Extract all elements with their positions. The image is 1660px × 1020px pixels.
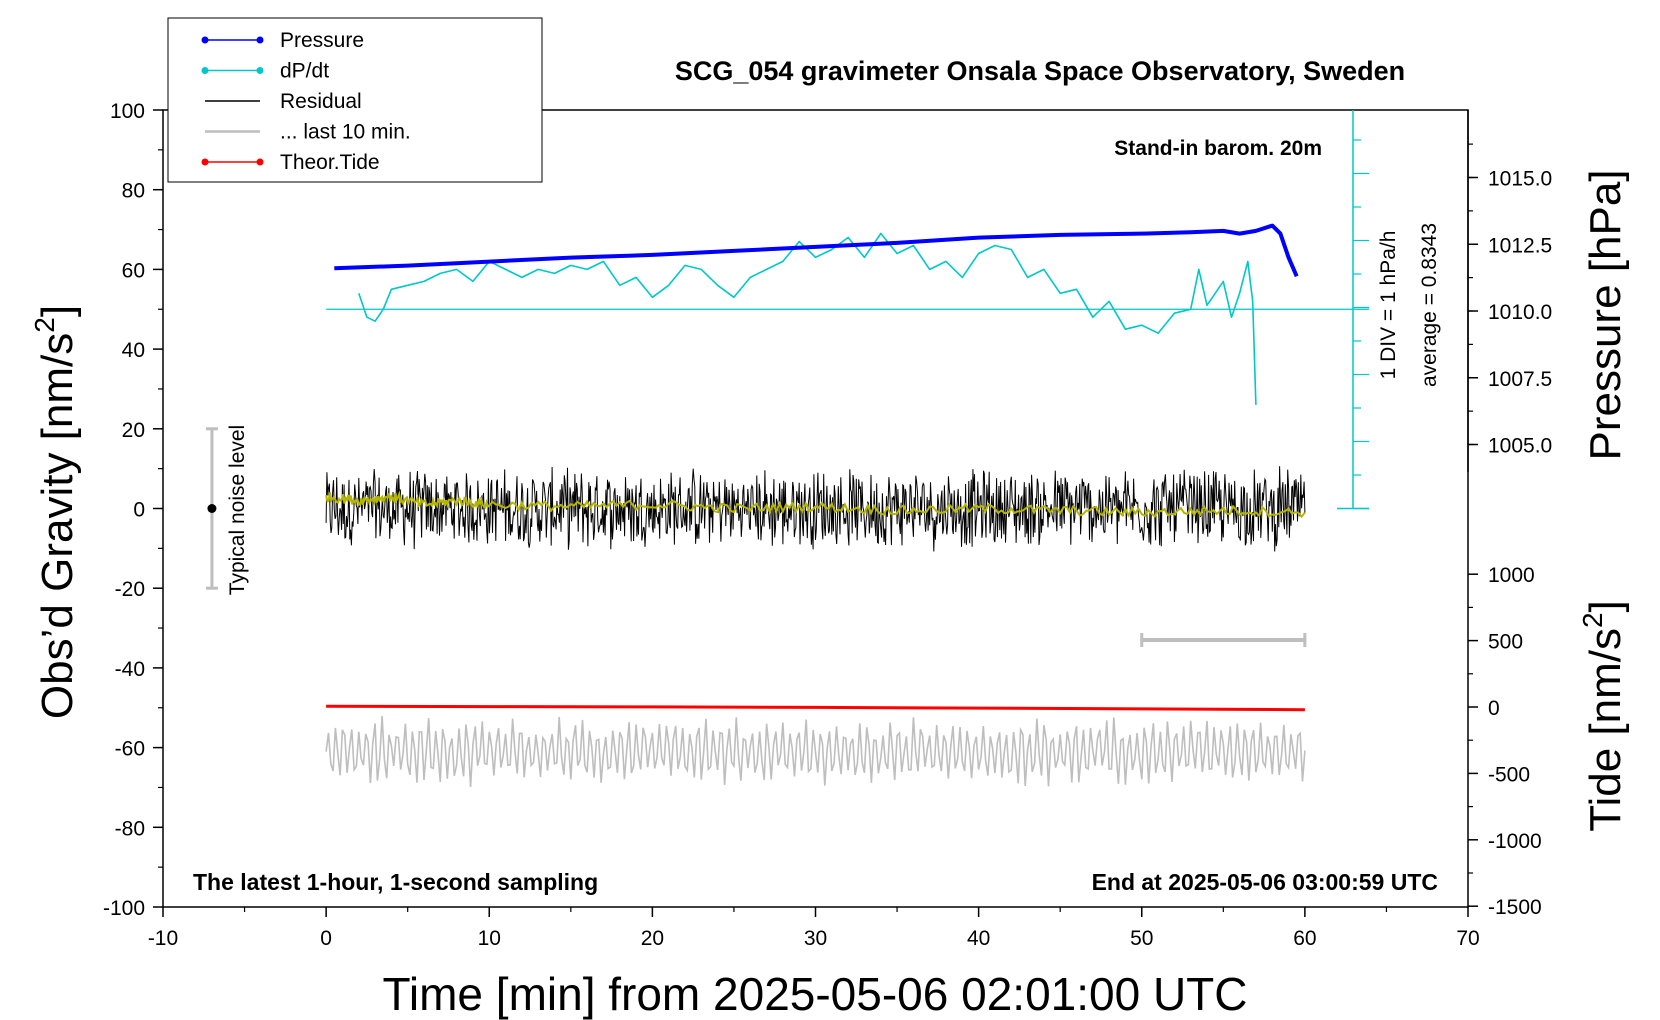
- subtitle-left: The latest 1-hour, 1-second sampling: [193, 869, 598, 895]
- y-axis-title-tide-main: Tide [nm/s: [1581, 628, 1630, 832]
- legend-swatch-marker: [201, 36, 209, 44]
- y-axis-title-pressure: Pressure [hPa]: [1581, 169, 1630, 460]
- residual-smoothed-line: [325, 490, 1306, 519]
- barometer-note: Stand-in barom. 20m: [1114, 137, 1322, 160]
- tide-tick-label: -1000: [1488, 830, 1542, 853]
- legend-swatch-marker: [201, 158, 209, 166]
- x-tick-label: 30: [804, 927, 827, 950]
- y-axis-title-tide-sup: 2: [1577, 612, 1608, 628]
- y-tick-label: 20: [122, 419, 145, 442]
- legend-swatch-marker: [256, 67, 264, 74]
- tide-tick-label: -1500: [1488, 896, 1542, 919]
- x-tick-label: -10: [148, 927, 178, 950]
- dpdt-series-line: [358, 232, 1257, 405]
- svg-text:Tide [nm/s2]: Tide [nm/s2]: [1577, 600, 1630, 832]
- tide-tick-label: 0: [1488, 697, 1500, 720]
- y-axis-title-gravity: Obs’d Gravity [nm/s2]: [29, 305, 82, 719]
- svg-text:average = 0.8343: average = 0.8343: [1418, 223, 1441, 387]
- pressure-series-line: [334, 223, 1299, 278]
- y-tick-label: -80: [115, 817, 145, 840]
- tide-tick-label: 1000: [1488, 564, 1535, 587]
- last10-series-line: [325, 716, 1306, 787]
- chart-title: SCG_054 gravimeter Onsala Space Observat…: [675, 56, 1405, 86]
- x-tick-label: 20: [641, 927, 664, 950]
- legend-swatch-marker: [256, 158, 264, 166]
- y-axis-title-gravity-sup: 2: [29, 317, 60, 333]
- legend-label: Pressure: [280, 29, 364, 52]
- pressure-tick-label: 1007.5: [1488, 368, 1552, 391]
- dpdt-scale-annotation: 1 DIV = 1 hPa/h: [1377, 231, 1400, 380]
- y-tick-label: 60: [122, 259, 145, 282]
- x-tick-label: 10: [478, 927, 501, 950]
- legend-label: Residual: [280, 90, 362, 113]
- tide-tick-label: -500: [1488, 763, 1530, 786]
- x-tick-label: 0: [320, 927, 332, 950]
- pressure-tick-label: 1005.0: [1488, 435, 1552, 458]
- y-tick-label: -40: [115, 658, 145, 681]
- legend-label: Theor.Tide: [280, 151, 380, 174]
- x-tick-label: 50: [1130, 927, 1153, 950]
- svg-text:1 DIV = 1 hPa/h: 1 DIV = 1 hPa/h: [1377, 231, 1400, 380]
- svg-text:Typical noise level: Typical noise level: [226, 425, 249, 595]
- y-tick-label: -100: [103, 897, 145, 920]
- y-tick-label: -20: [115, 578, 145, 601]
- data-series: [325, 223, 1306, 787]
- pressure-tick-label: 1010.0: [1488, 301, 1552, 324]
- legend-swatch-marker: [201, 67, 209, 74]
- x-axis-title: Time [min] from 2025-05-06 02:01:00 UTC: [383, 968, 1248, 1020]
- pressure-tick-label: 1015.0: [1488, 168, 1552, 191]
- y-axis-title-tide-end: ]: [1581, 600, 1630, 612]
- legend-swatch-marker: [256, 36, 264, 44]
- y-tick-label: 40: [122, 339, 145, 362]
- y-tick-label: 80: [122, 180, 145, 203]
- y-tick-label: 0: [133, 499, 145, 522]
- legend-entries: Pressure dP/dt Residual ... last 10 min. The…: [201, 29, 411, 174]
- axis-ticks: -10 0 10 20 30 40 50 60 70-100-80-60-40-20020406…: [103, 100, 1552, 950]
- noise-level-annotation: Typical noise level: [226, 425, 249, 595]
- svg-text:Pressure [hPa]: Pressure [hPa]: [1581, 169, 1630, 460]
- y-axis-title-gravity-end: ]: [33, 305, 82, 317]
- tide-series-line: [326, 704, 1305, 712]
- y-axis-title-gravity-main: Obs’d Gravity [nm/s: [33, 333, 82, 719]
- noise-bar-point: [207, 504, 217, 513]
- dpdt-average-annotation: average = 0.8343: [1418, 223, 1441, 387]
- x-tick-label: 70: [1456, 927, 1479, 950]
- x-tick-label: 40: [967, 927, 990, 950]
- pressure-tick-label: 1012.5: [1488, 234, 1552, 257]
- y-tick-label: -60: [115, 738, 145, 761]
- y-tick-label: 100: [110, 100, 145, 123]
- legend-label: dP/dt: [280, 60, 329, 83]
- legend-label: ... last 10 min.: [280, 121, 411, 144]
- annotation-marks: [205, 110, 1369, 648]
- residual-series-line: [325, 466, 1306, 552]
- y-axis-title-tide: Tide [nm/s2]: [1577, 600, 1630, 832]
- legend: Pressure dP/dt Residual ... last 10 min. The…: [167, 17, 543, 183]
- tide-tick-label: 500: [1488, 631, 1523, 654]
- legend-box: [167, 17, 543, 183]
- x-tick-label: 60: [1293, 927, 1316, 950]
- svg-text:Obs’d Gravity [nm/s2]: Obs’d Gravity [nm/s2]: [29, 305, 82, 719]
- subtitle-right: End at 2025-05-06 03:00:59 UTC: [1092, 869, 1438, 895]
